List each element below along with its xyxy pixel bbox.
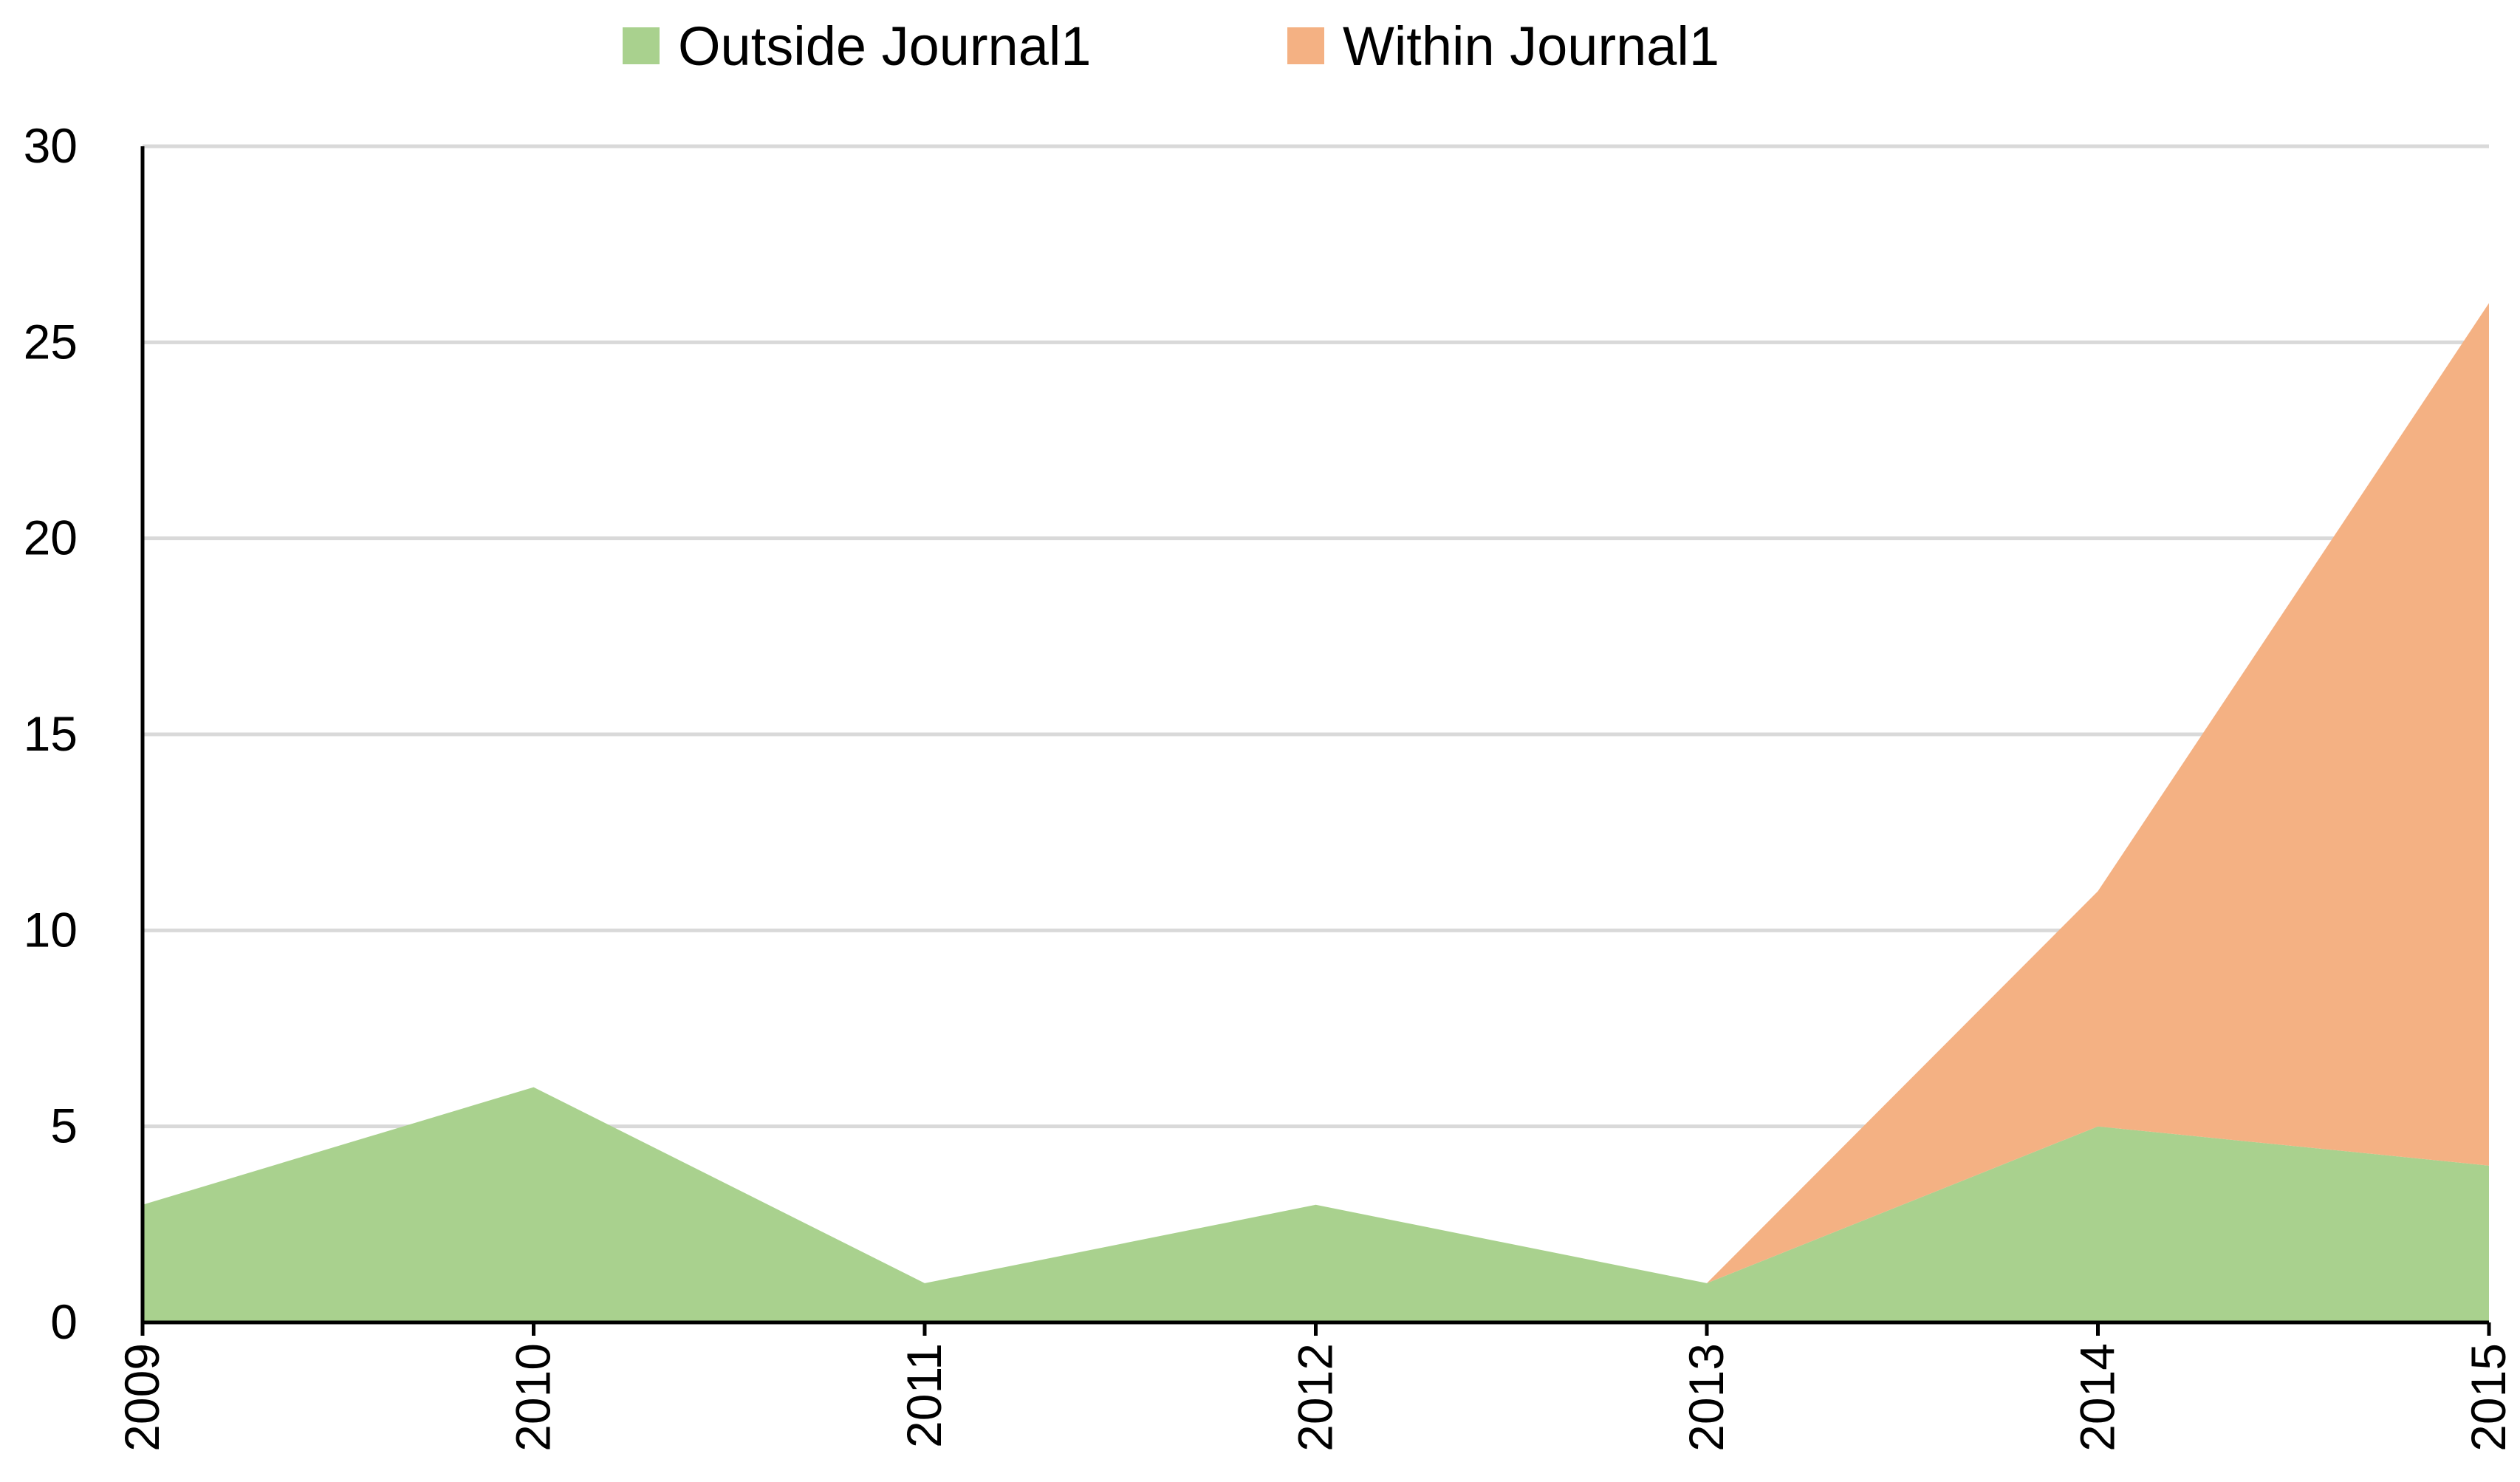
x-tick-label: 2010	[506, 1343, 561, 1452]
y-tick-label: 15	[24, 706, 78, 761]
series-areas	[143, 303, 2489, 1322]
x-tick-label: 2013	[1679, 1343, 1733, 1452]
y-tick-label: 5	[50, 1099, 78, 1153]
series-area-1	[143, 1087, 2489, 1322]
legend-swatch-2	[1287, 27, 1324, 64]
y-tick-label: 25	[24, 314, 78, 369]
x-tick-label: 2009	[114, 1343, 169, 1452]
y-axis-tick-labels: 0 5 10 15 20 25 30	[24, 118, 78, 1349]
x-tick-label: 2011	[897, 1343, 951, 1448]
y-tick-label: 30	[24, 118, 78, 173]
legend-label-2: Within Journal1	[1343, 16, 1719, 77]
legend: Outside Journal1 Within Journal1	[623, 16, 1719, 77]
y-tick-label: 20	[24, 510, 78, 565]
y-tick-label: 10	[24, 902, 78, 957]
x-tick-label: 2015	[2461, 1343, 2516, 1452]
legend-swatch-1	[623, 27, 660, 64]
x-tick-label: 2012	[1288, 1343, 1343, 1452]
x-tick-label: 2014	[2070, 1343, 2125, 1452]
axes	[140, 146, 2491, 1336]
legend-label-1: Outside Journal1	[678, 16, 1091, 77]
x-axis-tick-labels: 2009 2010 2011 2012 2013 2014 2015	[114, 1343, 2516, 1452]
y-tick-label: 0	[50, 1294, 78, 1349]
